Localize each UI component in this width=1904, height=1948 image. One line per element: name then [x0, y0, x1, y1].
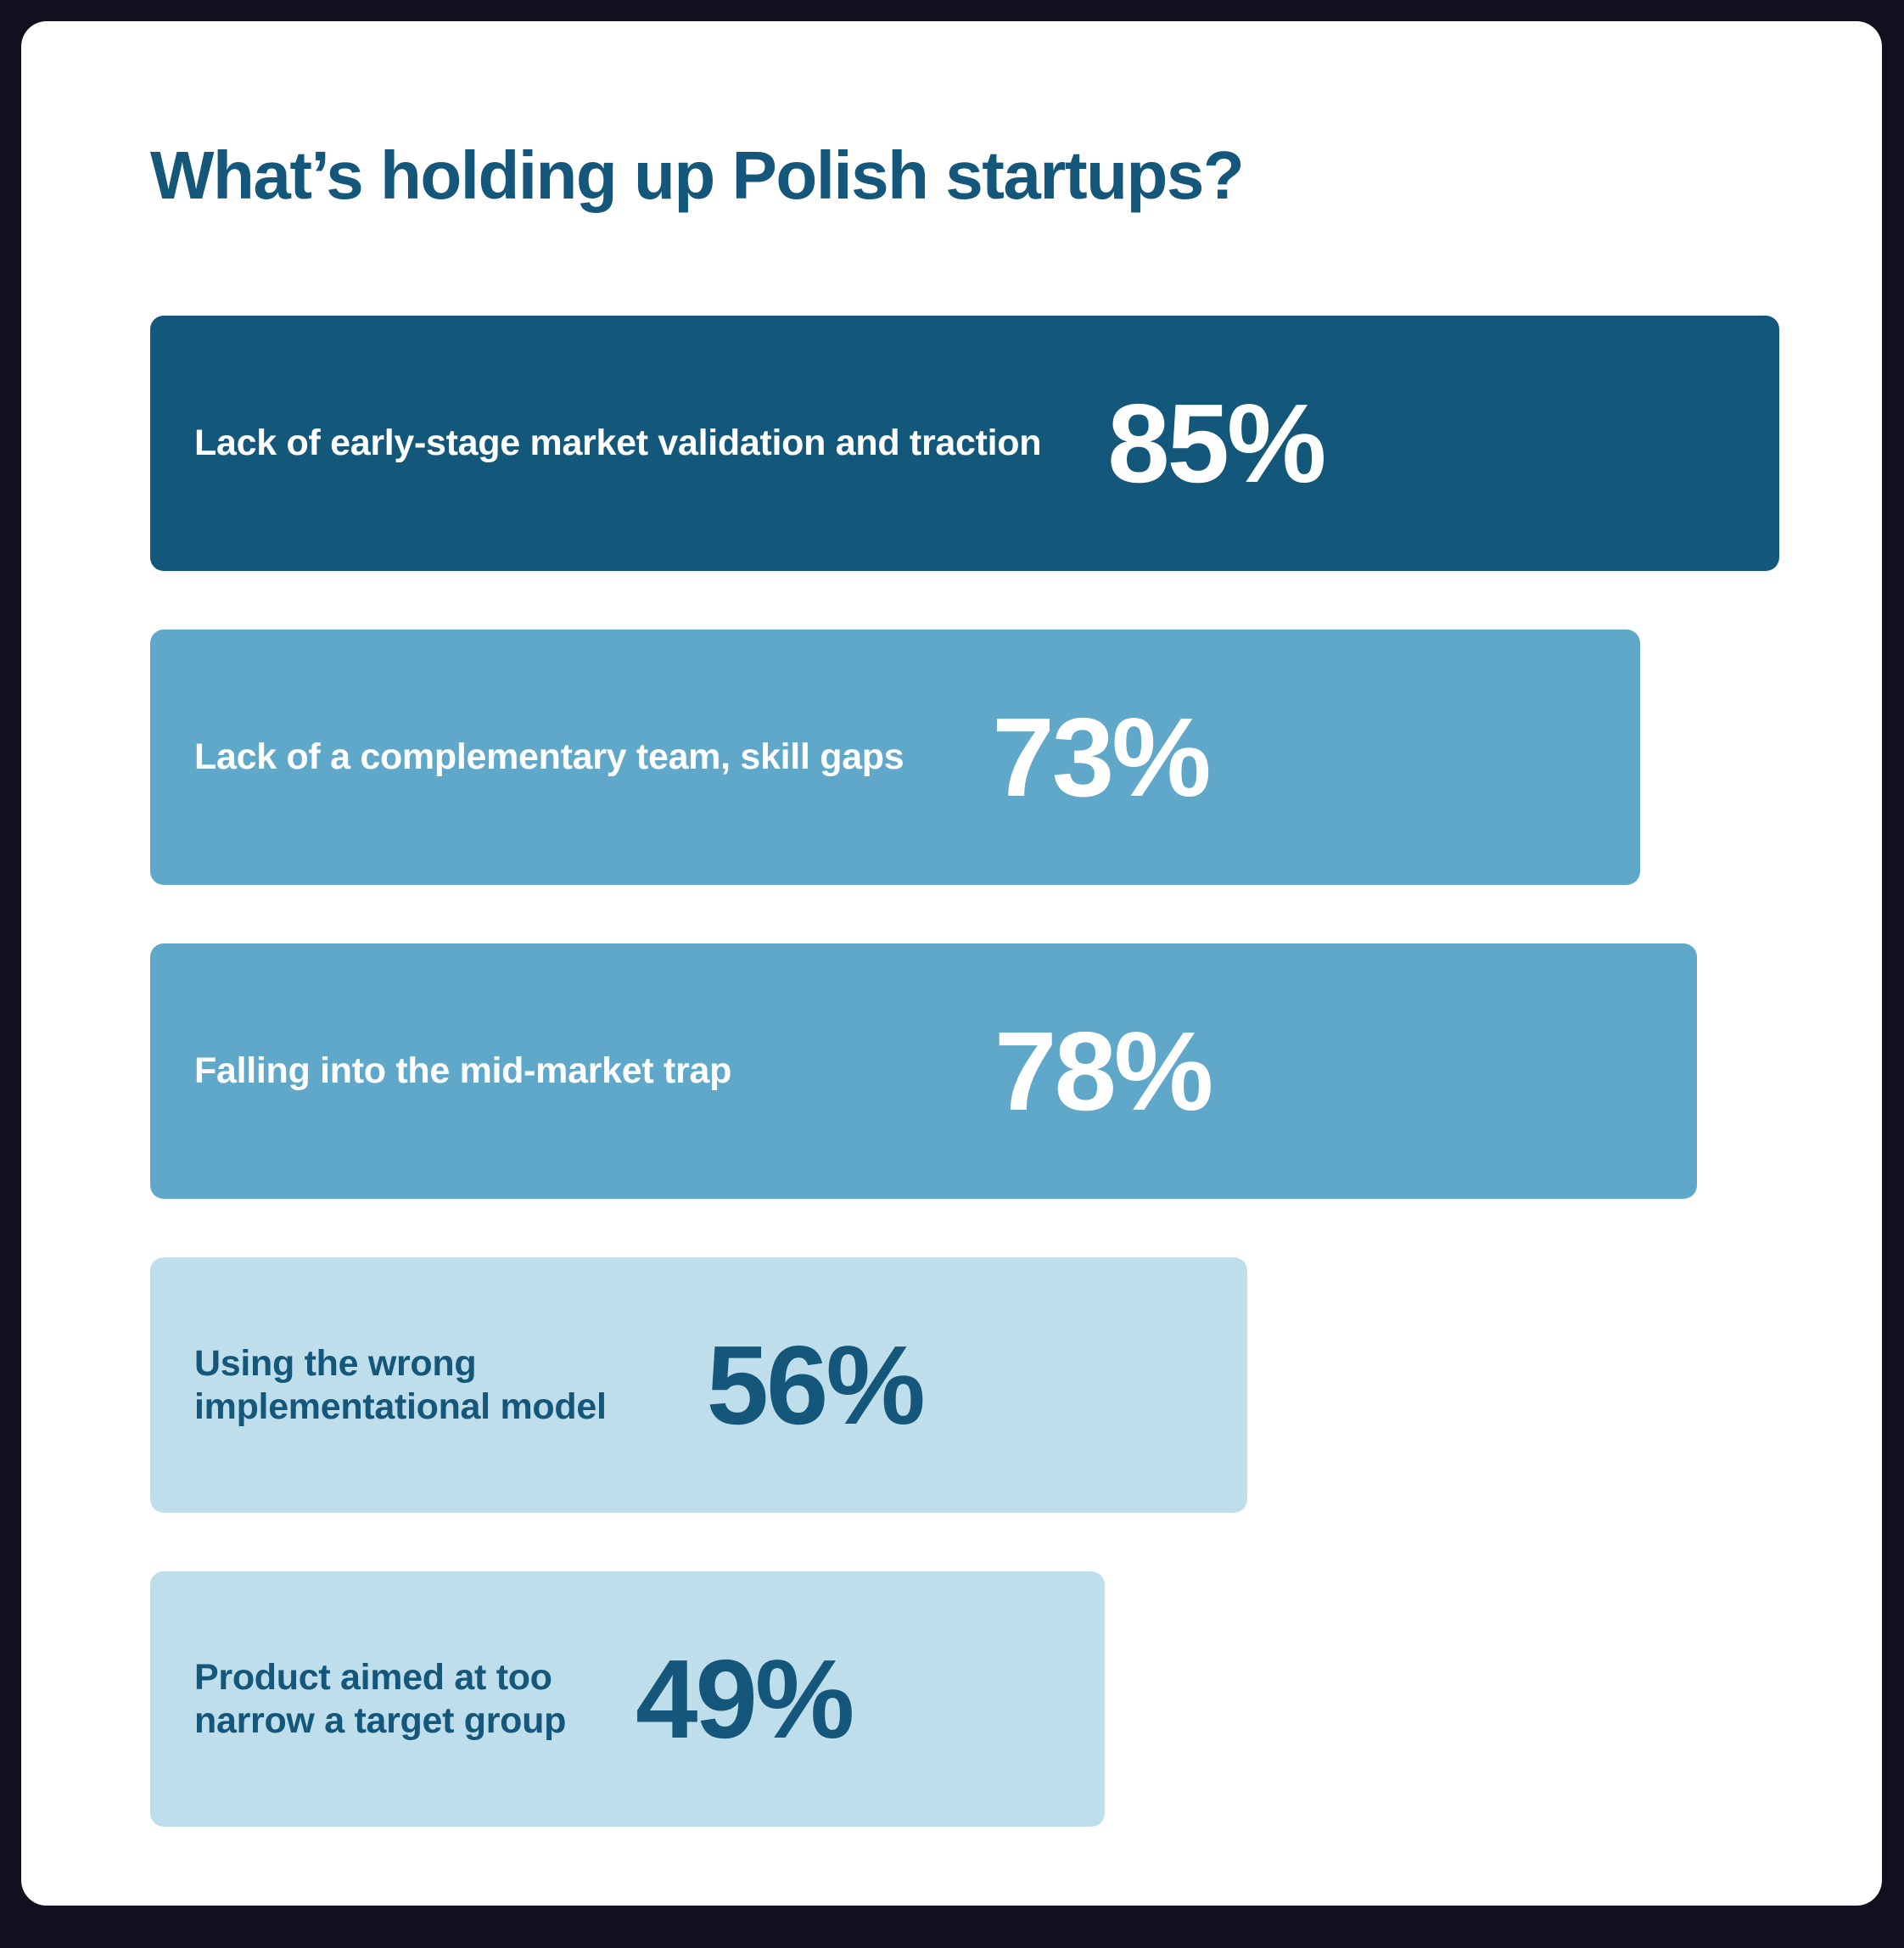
- page-title: What’s holding up Polish startups?: [150, 137, 1245, 213]
- bar-row: Using the wrong implementational model 5…: [150, 1257, 1247, 1513]
- bar-row: Lack of early-stage market validation an…: [150, 316, 1779, 571]
- bar-value: 85%: [1107, 380, 1326, 506]
- bar-row: Falling into the mid-market trap 78%: [150, 943, 1697, 1199]
- bar-value: 73%: [992, 694, 1211, 820]
- bar-value: 56%: [706, 1322, 926, 1447]
- bar-label: Using the wrong implementational model: [194, 1342, 607, 1427]
- chart-card: What’s holding up Polish startups? Lack …: [21, 21, 1882, 1906]
- bar-value: 78%: [994, 1008, 1213, 1134]
- bar-row: Product aimed at too narrow a target gro…: [150, 1571, 1105, 1827]
- bar-label: Product aimed at too narrow a target gro…: [194, 1656, 567, 1741]
- bar-label: Falling into the mid-market trap: [194, 1050, 732, 1092]
- bar-value: 49%: [636, 1636, 854, 1761]
- bar-label: Lack of early-stage market validation an…: [194, 423, 1042, 464]
- bar-label: Lack of a complementary team, skill gaps: [194, 736, 904, 778]
- bar-row: Lack of a complementary team, skill gaps…: [150, 630, 1640, 885]
